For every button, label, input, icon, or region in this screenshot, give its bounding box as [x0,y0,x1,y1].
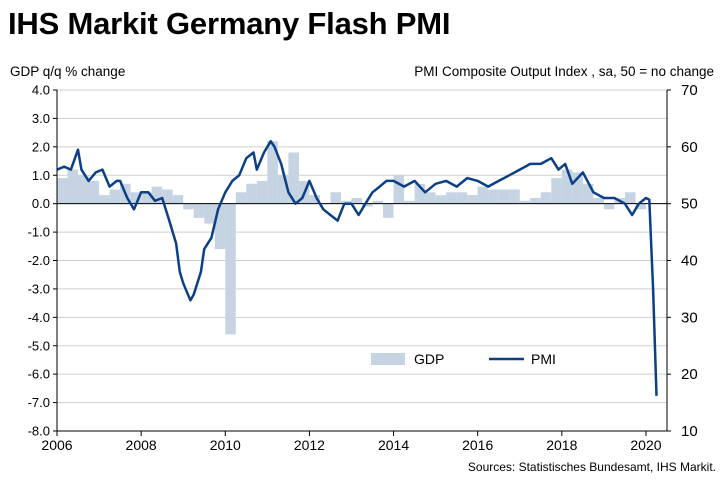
gdp-bar [635,203,646,210]
left-tick-label: -8.0 [28,424,50,439]
right-tick-label: 40 [681,253,698,270]
gdp-bar [330,192,341,204]
gdp-bar [435,195,447,204]
gdp-bar [414,183,426,204]
gdp-bar [214,203,226,250]
legend: GDP PMI [371,351,556,367]
gdp-bar [582,183,594,204]
left-tick-label: -4.0 [28,310,50,325]
gdp-bar [288,152,299,204]
gdp-bar [162,189,173,204]
gdp-bar [235,192,247,204]
gdp-bar [99,195,110,204]
left-tick-label: 4.0 [32,83,50,98]
gdp-bar [551,178,562,204]
gdp-bar [624,192,636,204]
pmi-line-group [56,139,658,396]
legend-gdp-label: GDP [414,351,444,367]
gdp-bar [256,180,268,204]
left-tick-label: 3.0 [32,111,50,126]
legend-gdp-swatch [371,353,405,365]
x-tick-label: 2012 [294,437,325,453]
gdp-bar [109,189,121,204]
right-tick-label: 50 [681,196,698,213]
gdp-bar [540,192,552,204]
gdp-bar [130,192,142,204]
gdp-bar [141,192,152,204]
gdp-bar [57,178,68,204]
x-tick-label: 2016 [462,437,493,453]
gdp-bar [593,197,604,204]
gdp-bar [351,197,362,204]
chart-title: IHS Markit Germany Flash PMI [8,6,451,41]
source-note: Sources: Statistisches Bundesamt, IHS Ma… [468,460,716,474]
gdp-bar [603,203,615,210]
gdp-bar [246,183,257,204]
right-tick-label: 60 [681,139,698,156]
right-tick-label: 20 [681,366,698,383]
left-tick-label: -1.0 [28,225,50,240]
gdp-bars [57,141,646,335]
axes: 4.0 3.0 2.0 1.0 0.0 -1.0 -2.0 -3.0 -4.0 -5.0 -6.0 -… [28,82,698,453]
legend-pmi-label: PMI [531,351,556,367]
gdp-bar [88,180,100,204]
gdp-bar [67,169,79,204]
gdp-bar [498,189,510,204]
gdp-bar [467,195,478,204]
gdp-bar [561,169,573,204]
gdp-bar [193,203,205,218]
gdp-bar [277,175,289,204]
gdp-bar [267,141,278,204]
gdp-bar [183,203,194,210]
left-tick-label: -5.0 [28,338,50,353]
pmi-line [56,139,658,396]
gdp-bar [309,195,320,204]
left-tick-label: -6.0 [28,367,50,382]
x-tick-label: 2020 [630,437,661,453]
gridlines [57,89,667,432]
x-tick-label: 2010 [210,437,241,453]
gdp-bar [572,172,583,204]
x-tick-label: 2008 [126,437,157,453]
left-tick-label: -3.0 [28,281,50,296]
x-tick-label: 2018 [546,437,577,453]
right-tick-label: 10 [681,423,698,440]
gdp-bar [151,186,163,204]
gdp-bar [172,195,184,204]
gdp-bar [372,200,384,204]
left-tick-label: 1.0 [32,168,50,183]
right-tick-label: 70 [681,82,698,99]
gdp-bar [383,203,394,218]
gdp-bar [340,200,352,204]
right-axis-label: PMI Composite Output Index , sa, 50 = no… [414,64,714,79]
gdp-bar [78,175,89,204]
x-tick-label: 2006 [41,437,72,453]
gdp-bar [477,186,489,204]
left-tick-label: -2.0 [28,253,50,268]
gdp-bar [456,192,468,204]
left-axis-label: GDP q/q % change [10,64,125,79]
gdp-bar [488,189,499,204]
right-tick-label: 30 [681,309,698,326]
gdp-bar [225,203,236,335]
left-tick-label: 2.0 [32,139,50,154]
gdp-bar [530,197,541,204]
gdp-bar [404,200,415,204]
gdp-bar [425,192,436,204]
left-tick-label: -7.0 [28,395,50,410]
left-tick-label: 0.0 [32,196,50,211]
gdp-bar [519,200,531,204]
gdp-bar [509,189,520,204]
gdp-bar [362,203,373,207]
gdp-bar [446,192,457,204]
x-tick-label: 2014 [378,437,409,453]
gdp-bar [393,175,405,204]
gdp-bar [204,203,215,224]
